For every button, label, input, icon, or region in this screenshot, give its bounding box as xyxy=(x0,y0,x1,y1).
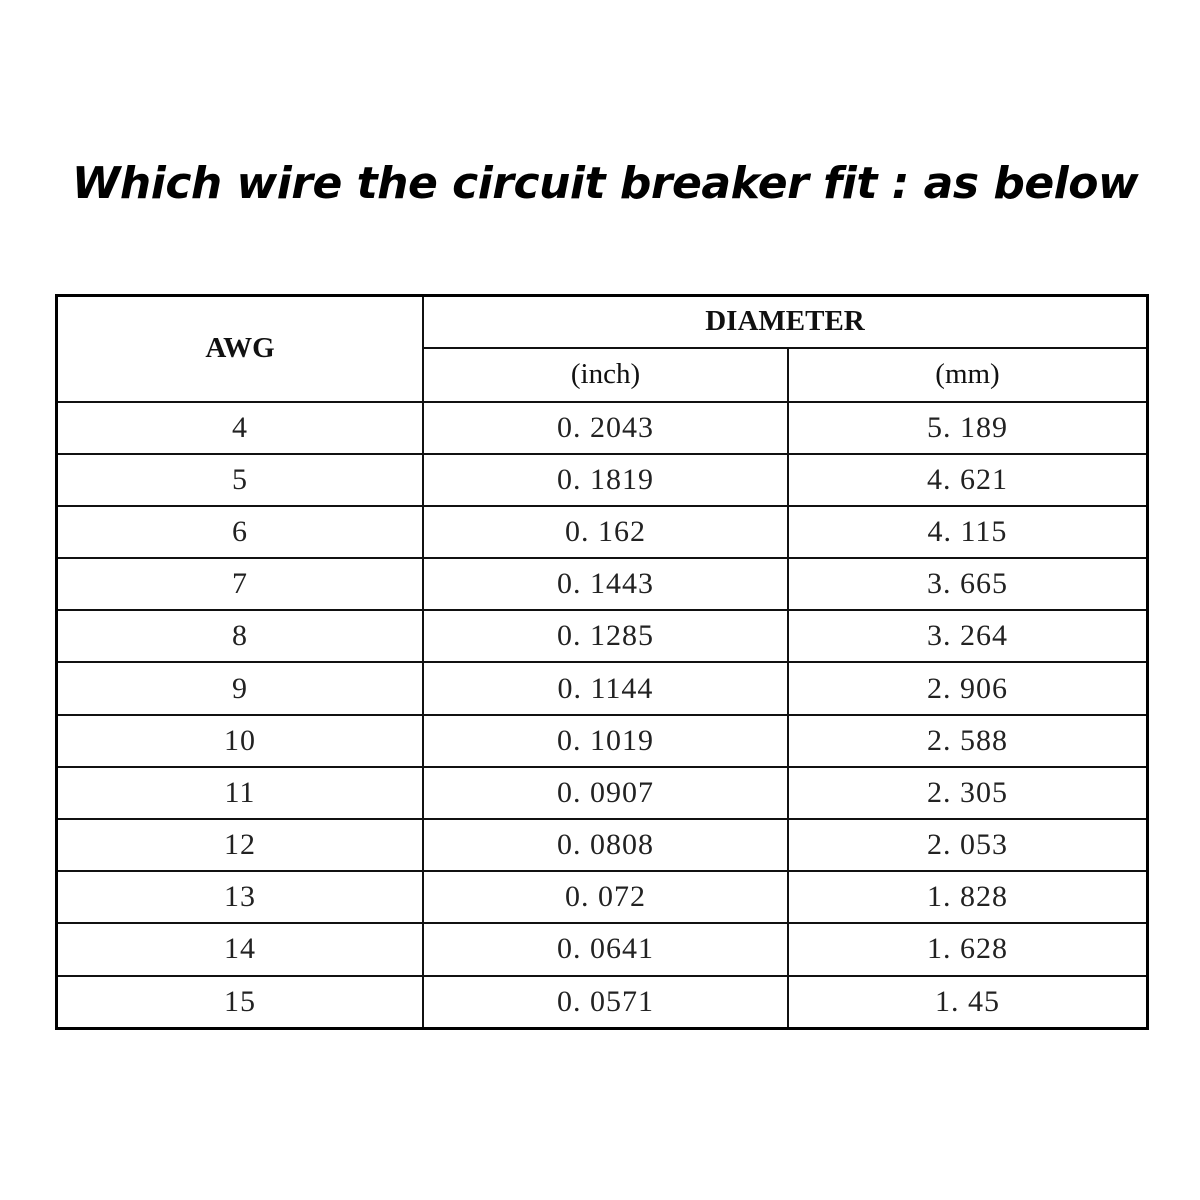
cell-awg: 12 xyxy=(55,817,424,873)
table-row: 13 0. 072 1. 828 xyxy=(55,870,1149,925)
cell-inch: 0. 1819 xyxy=(422,452,789,507)
cell-inch: 0. 072 xyxy=(422,870,789,925)
cell-inch: 0. 2043 xyxy=(422,400,789,455)
cell-inch: 0. 0641 xyxy=(422,922,789,977)
cell-awg: 8 xyxy=(55,609,424,664)
cell-awg: 7 xyxy=(55,557,424,612)
cell-awg: 6 xyxy=(55,504,424,560)
cell-mm: 3. 665 xyxy=(787,557,1149,612)
table-row: 14 0. 0641 1. 628 xyxy=(55,922,1149,977)
table-row: 12 0. 0808 2. 053 xyxy=(55,817,1149,873)
cell-mm: 1. 828 xyxy=(787,870,1149,925)
header-inch: (inch) xyxy=(422,346,789,403)
cell-mm: 5. 189 xyxy=(787,400,1149,455)
cell-awg: 14 xyxy=(55,922,424,977)
cell-awg: 9 xyxy=(55,661,424,716)
cell-inch: 0. 162 xyxy=(422,504,789,560)
table-row: 10 0. 1019 2. 588 xyxy=(55,713,1149,768)
cell-mm: 3. 264 xyxy=(787,609,1149,664)
cell-awg: 11 xyxy=(55,765,424,821)
header-mm: (mm) xyxy=(787,346,1149,403)
table-row: 15 0. 0571 1. 45 xyxy=(55,974,1149,1030)
cell-inch: 0. 1019 xyxy=(422,713,789,768)
table-row: 5 0. 1819 4. 621 xyxy=(55,452,1149,507)
cell-awg: 15 xyxy=(55,974,424,1030)
cell-mm: 2. 305 xyxy=(787,765,1149,821)
table-row: 8 0. 1285 3. 264 xyxy=(55,609,1149,664)
cell-mm: 1. 628 xyxy=(787,922,1149,977)
header-diameter: DIAMETER xyxy=(422,294,1149,349)
page-title: Which wire the circuit breaker fit : as … xyxy=(71,158,1139,209)
awg-diameter-table: AWG DIAMETER (inch) (mm) 4 0. 2043 5. 189 5… xyxy=(55,294,1149,1030)
table-row: 6 0. 162 4. 115 xyxy=(55,504,1149,560)
cell-inch: 0. 0571 xyxy=(422,974,789,1030)
cell-mm: 4. 621 xyxy=(787,452,1149,507)
cell-inch: 0. 1144 xyxy=(422,661,789,716)
cell-mm: 1. 45 xyxy=(787,974,1149,1030)
cell-inch: 0. 1285 xyxy=(422,609,789,664)
cell-inch: 0. 0907 xyxy=(422,765,789,821)
table-row: 9 0. 1144 2. 906 xyxy=(55,661,1149,716)
cell-mm: 2. 906 xyxy=(787,661,1149,716)
header-awg: AWG xyxy=(55,294,424,403)
cell-awg: 5 xyxy=(55,452,424,507)
cell-awg: 10 xyxy=(55,713,424,768)
cell-inch: 0. 0808 xyxy=(422,817,789,873)
cell-mm: 2. 053 xyxy=(787,817,1149,873)
cell-inch: 0. 1443 xyxy=(422,557,789,612)
cell-mm: 4. 115 xyxy=(787,504,1149,560)
table-row: 11 0. 0907 2. 305 xyxy=(55,765,1149,821)
table-row: 4 0. 2043 5. 189 xyxy=(55,400,1149,455)
cell-awg: 4 xyxy=(55,400,424,455)
cell-awg: 13 xyxy=(55,870,424,925)
cell-mm: 2. 588 xyxy=(787,713,1149,768)
table-row: 7 0. 1443 3. 665 xyxy=(55,557,1149,612)
